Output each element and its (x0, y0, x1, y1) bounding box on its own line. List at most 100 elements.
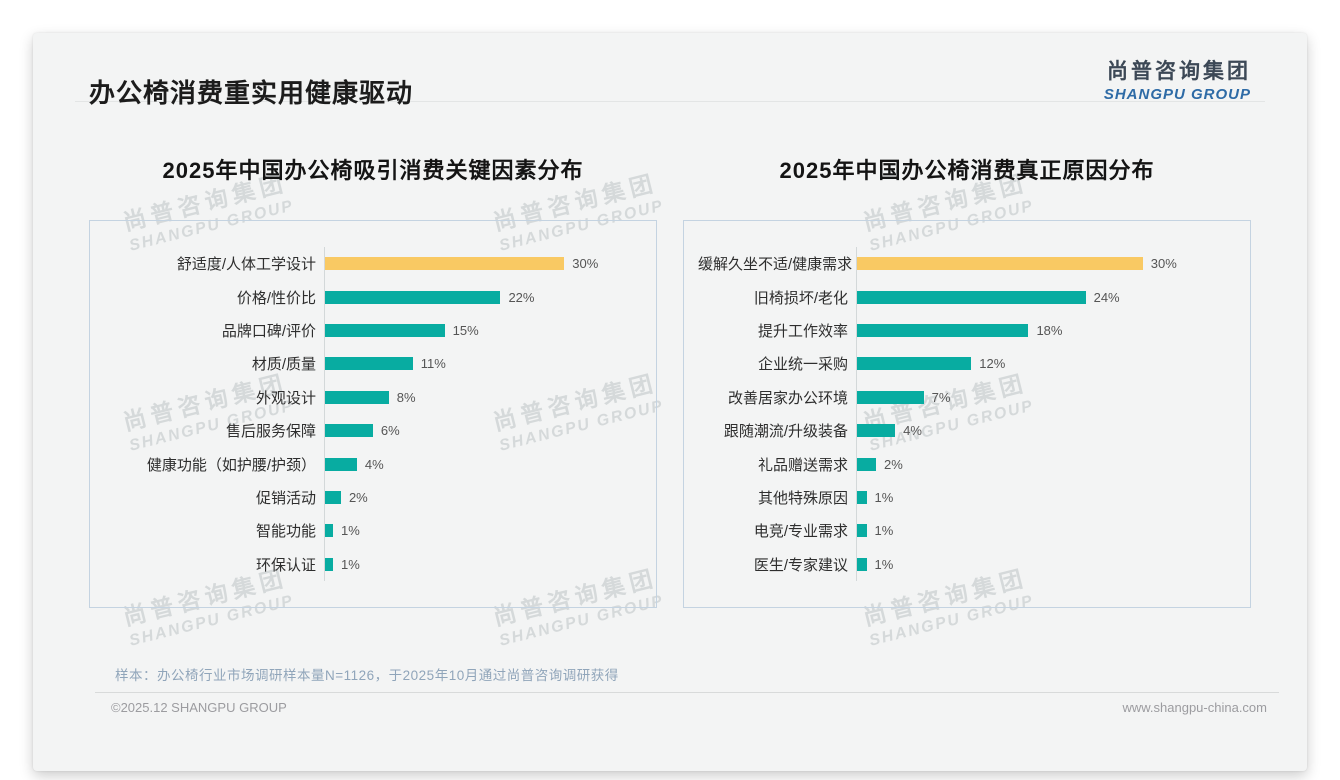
value-label: 12% (979, 356, 1006, 372)
category-label: 品牌口碑/评价 (221, 323, 316, 341)
page-title: 办公椅消费重实用健康驱动 (89, 78, 414, 108)
bar-track: 4% (856, 414, 1238, 448)
category-label: 材质/质量 (251, 356, 316, 374)
bar-row: 品牌口碑/评价 15% (104, 313, 644, 348)
bar (325, 491, 341, 505)
category-label: 旧椅损坏/老化 (753, 289, 848, 307)
bar-row: 价格/性价比 22% (104, 280, 644, 314)
category-label: 健康功能（如护腰/护颈） (146, 456, 316, 474)
category-label: 其他特殊原因 (757, 490, 848, 508)
bar (325, 557, 333, 571)
bar-track: 1% (856, 514, 1238, 548)
bar (325, 390, 389, 404)
bar-row: 其他特殊原因 1% (698, 480, 1238, 515)
bar-row: 售后服务保障 6% (104, 414, 644, 448)
bar-row: 改善居家办公环境 7% (698, 380, 1238, 415)
value-label: 1% (874, 523, 894, 539)
value-label: 18% (1036, 323, 1063, 339)
bar-row: 智能功能 1% (104, 514, 644, 548)
chart-title: 2025年中国办公椅消费真正原因分布 (779, 158, 1155, 183)
bar-row: 外观设计 8% (104, 380, 644, 415)
category-label: 价格/性价比 (236, 289, 316, 307)
footer-divider (95, 692, 1279, 693)
category-label: 缓解久坐不适/健康需求 (698, 256, 853, 274)
bar-track: 1% (856, 547, 1238, 582)
footer-copyright: ©2025.12 SHANGPU GROUP (111, 700, 287, 715)
bar (325, 257, 565, 271)
footer-website: www.shangpu-china.com (1122, 700, 1267, 715)
category-label: 外观设计 (255, 389, 316, 407)
category-label: 环保认证 (255, 556, 316, 574)
category-label: 促销活动 (255, 490, 316, 508)
value-label: 2% (348, 490, 368, 506)
footer: ©2025.12 SHANGPU GROUP www.shangpu-china… (33, 693, 1307, 715)
bar-track: 30% (324, 247, 644, 281)
bar (857, 257, 1143, 271)
category-label: 医生/专家建议 (753, 556, 848, 574)
category-label: 改善居家办公环境 (727, 389, 848, 407)
bar-track: 6% (324, 414, 644, 448)
bar-track: 4% (324, 447, 644, 481)
category-label: 舒适度/人体工学设计 (176, 256, 316, 274)
value-label: 24% (1093, 289, 1120, 305)
bar (857, 491, 867, 505)
bar (325, 324, 445, 338)
bar-row: 环保认证 1% (104, 547, 644, 582)
bar-row: 舒适度/人体工学设计 30% (104, 247, 644, 281)
category-label: 电竞/专业需求 (753, 523, 848, 541)
category-label: 提升工作效率 (757, 323, 848, 341)
bar (325, 357, 413, 371)
header: 办公椅消费重实用健康驱动 尚普咨询集团 SHANGPU GROUP (33, 33, 1307, 108)
category-label: 售后服务保障 (225, 423, 316, 441)
category-label: 企业统一采购 (757, 356, 848, 374)
bar-track: 22% (324, 280, 644, 314)
bar-track: 8% (324, 380, 644, 415)
value-label: 1% (340, 523, 360, 539)
value-label: 22% (508, 289, 535, 305)
bar-row: 促销活动 2% (104, 480, 644, 515)
bar-row: 提升工作效率 18% (698, 313, 1238, 348)
bar-track: 2% (324, 480, 644, 515)
bar-track: 30% (856, 247, 1238, 281)
plot-box: 舒适度/人体工学设计 30% 价格/性价比 22% 品牌口碑/评价 15% 材质/质量 11%… (89, 220, 657, 608)
value-label: 7% (931, 389, 951, 405)
value-label: 6% (380, 423, 400, 439)
bar-row: 跟随潮流/升级装备 4% (698, 414, 1238, 448)
header-divider (75, 101, 1265, 102)
bar-row: 缓解久坐不适/健康需求 30% (698, 247, 1238, 281)
value-label: 4% (903, 423, 922, 439)
charts-row: 2025年中国办公椅吸引消费关键因素分布 舒适度/人体工学设计 30% 价格/性价比… (33, 126, 1307, 608)
value-label: 15% (452, 323, 479, 339)
bar-row: 礼品赠送需求 2% (698, 447, 1238, 481)
bar (857, 557, 867, 571)
slide-card: 尚普咨询集团 SHANGPU GROUP 尚普咨询集团 SHANGPU GROUP 尚普… (33, 33, 1307, 771)
bar-row: 健康功能（如护腰/护颈） 4% (104, 447, 644, 481)
bar-row: 旧椅损坏/老化 24% (698, 280, 1238, 314)
bar-row: 企业统一采购 12% (698, 347, 1238, 381)
logo-chinese-text: 尚普咨询集团 (1107, 60, 1251, 83)
bar (857, 357, 972, 371)
bar-row: 材质/质量 11% (104, 347, 644, 381)
category-label: 智能功能 (255, 523, 316, 541)
value-label: 8% (396, 389, 416, 405)
value-label: 1% (340, 556, 360, 572)
bar-track: 1% (324, 514, 644, 548)
value-label: 1% (874, 490, 894, 506)
logo-english-text: SHANGPU GROUP (1103, 86, 1251, 103)
bar-track: 2% (856, 447, 1238, 481)
bar-track: 24% (856, 280, 1238, 314)
value-label: 1% (874, 556, 894, 572)
bar (325, 290, 501, 304)
bar (325, 457, 357, 471)
bar-track: 1% (324, 547, 644, 582)
bar-track: 18% (856, 313, 1238, 348)
bar-row: 电竞/专业需求 1% (698, 514, 1238, 548)
chart-panel-real-reasons: 2025年中国办公椅消费真正原因分布 缓解久坐不适/健康需求 30% 旧椅损坏/老化… (683, 126, 1251, 608)
bar (857, 290, 1086, 304)
chart-panel-key-factors: 2025年中国办公椅吸引消费关键因素分布 舒适度/人体工学设计 30% 价格/性价比… (89, 126, 657, 608)
plot-box: 缓解久坐不适/健康需求 30% 旧椅损坏/老化 24% 提升工作效率 18% 企业统一采购 1… (683, 220, 1251, 608)
value-label: 11% (420, 356, 446, 372)
bar (857, 324, 1029, 338)
sample-footnote: 样本：办公椅行业市场调研样本量N=1126，于2025年10月通过尚普咨询调研获… (115, 668, 619, 683)
category-label: 礼品赠送需求 (757, 456, 848, 474)
